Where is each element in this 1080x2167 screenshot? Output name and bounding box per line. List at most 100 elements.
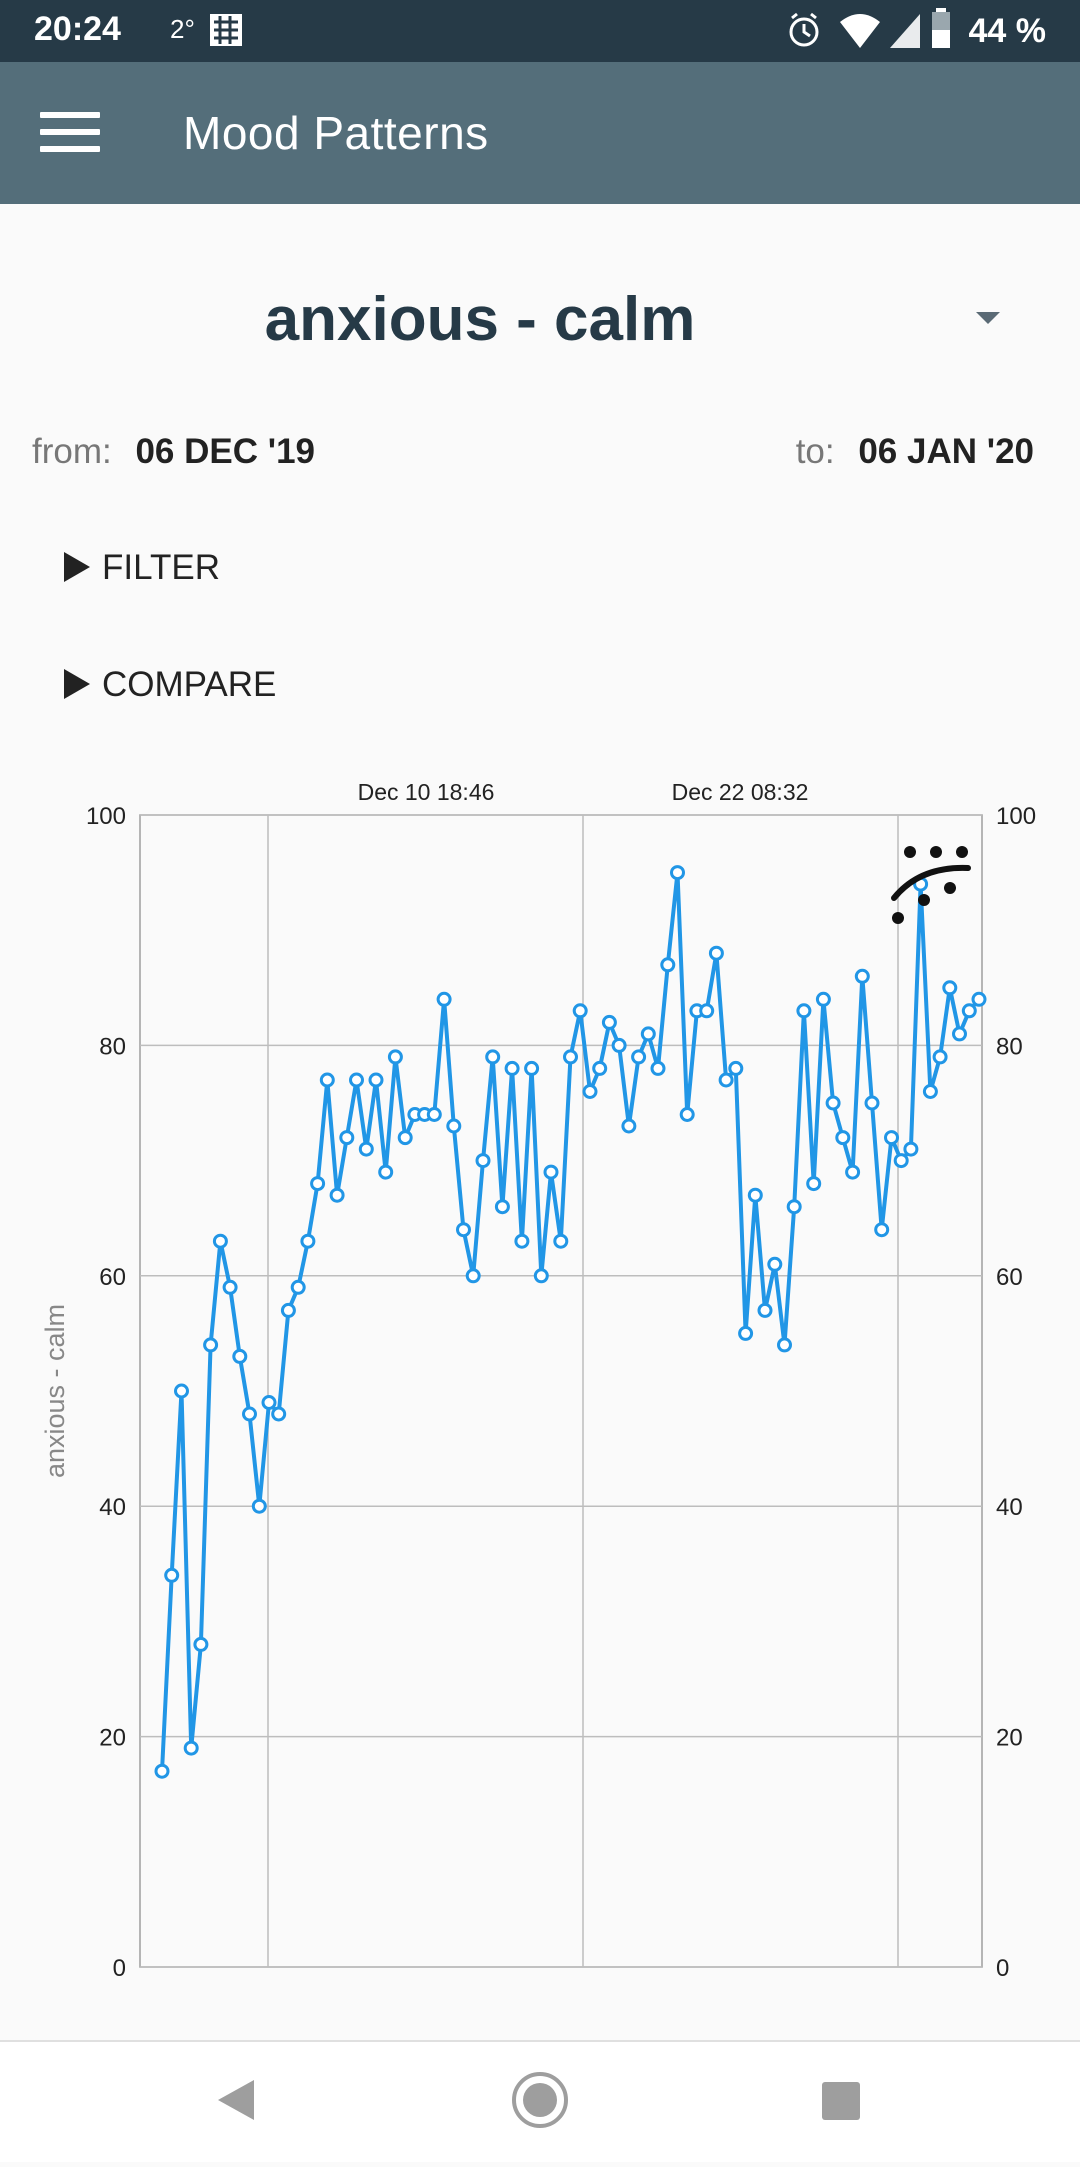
dropdown-caret-icon[interactable]: [976, 312, 1000, 324]
data-point[interactable]: [485, 1049, 501, 1065]
filter-toggle[interactable]: FILTER: [64, 548, 220, 588]
data-point[interactable]: [271, 1406, 287, 1422]
data-point[interactable]: [475, 1153, 491, 1169]
back-icon[interactable]: [218, 2080, 254, 2120]
data-point[interactable]: [164, 1567, 180, 1583]
y-tick-label-right: 0: [996, 1955, 1009, 1982]
data-point[interactable]: [679, 1107, 695, 1122]
data-point[interactable]: [203, 1337, 219, 1353]
data-point[interactable]: [212, 1233, 228, 1249]
data-point[interactable]: [310, 1176, 326, 1192]
data-point[interactable]: [446, 1118, 462, 1134]
data-point[interactable]: [553, 1233, 569, 1249]
data-point[interactable]: [893, 1153, 909, 1169]
date-from[interactable]: from: 06 DEC '19: [32, 432, 315, 472]
y-tick-label-right: 20: [996, 1725, 1023, 1752]
data-point[interactable]: [397, 1130, 413, 1146]
data-point[interactable]: [738, 1325, 754, 1341]
data-point[interactable]: [524, 1060, 540, 1076]
hamburger-menu-icon[interactable]: [40, 112, 100, 156]
data-point[interactable]: [563, 1049, 578, 1065]
data-point[interactable]: [796, 1003, 812, 1019]
data-point[interactable]: [699, 1003, 715, 1019]
data-point[interactable]: [601, 1014, 617, 1030]
data-point[interactable]: [222, 1279, 238, 1295]
home-icon[interactable]: [512, 2072, 568, 2128]
data-point[interactable]: [378, 1164, 394, 1180]
data-point[interactable]: [650, 1060, 666, 1076]
data-point[interactable]: [368, 1072, 384, 1088]
data-point[interactable]: [494, 1199, 510, 1215]
data-point[interactable]: [465, 1268, 481, 1284]
data-point[interactable]: [786, 1199, 802, 1215]
data-point[interactable]: [640, 1026, 656, 1042]
data-point[interactable]: [611, 1037, 627, 1053]
data-point[interactable]: [242, 1406, 257, 1422]
data-point[interactable]: [631, 1049, 647, 1065]
recents-icon[interactable]: [822, 2082, 860, 2120]
data-point[interactable]: [845, 1164, 861, 1180]
data-point[interactable]: [514, 1233, 530, 1249]
data-point[interactable]: [961, 1003, 977, 1019]
data-point[interactable]: [922, 1084, 938, 1099]
data-point[interactable]: [154, 1763, 170, 1779]
data-point[interactable]: [747, 1187, 763, 1203]
data-point[interactable]: [854, 968, 870, 984]
data-point[interactable]: [572, 1003, 588, 1019]
data-point[interactable]: [777, 1337, 792, 1353]
data-point[interactable]: [884, 1130, 899, 1146]
data-point[interactable]: [504, 1060, 520, 1076]
data-point[interactable]: [806, 1176, 822, 1192]
data-point[interactable]: [251, 1498, 267, 1514]
data-point[interactable]: [339, 1130, 355, 1146]
data-point[interactable]: [232, 1348, 248, 1364]
data-point[interactable]: [290, 1279, 306, 1295]
data-point[interactable]: [708, 945, 724, 961]
data-point[interactable]: [387, 1049, 403, 1065]
status-icons: [789, 8, 950, 48]
y-tick-label-left: 100: [86, 803, 126, 830]
data-point[interactable]: [718, 1072, 734, 1088]
data-point[interactable]: [952, 1026, 967, 1042]
data-point[interactable]: [543, 1164, 559, 1180]
mood-selector[interactable]: anxious - calm: [0, 284, 1080, 364]
data-point[interactable]: [670, 865, 685, 881]
data-point[interactable]: [903, 1141, 919, 1157]
data-point[interactable]: [874, 1222, 890, 1238]
data-point[interactable]: [767, 1256, 783, 1272]
data-point[interactable]: [329, 1187, 345, 1203]
data-point[interactable]: [261, 1395, 277, 1410]
data-point[interactable]: [349, 1072, 364, 1088]
data-point[interactable]: [660, 957, 676, 973]
data-point[interactable]: [835, 1130, 851, 1146]
data-point[interactable]: [280, 1302, 296, 1318]
data-point[interactable]: [300, 1233, 316, 1249]
data-point[interactable]: [426, 1107, 442, 1122]
data-point[interactable]: [942, 980, 958, 996]
data-point[interactable]: [183, 1740, 199, 1756]
data-point[interactable]: [825, 1095, 841, 1111]
compare-label: COMPARE: [102, 665, 277, 704]
date-from-value[interactable]: 06 DEC '19: [135, 432, 315, 471]
data-point[interactable]: [932, 1049, 948, 1065]
compare-toggle[interactable]: COMPARE: [64, 665, 276, 705]
data-point[interactable]: [193, 1636, 209, 1652]
date-to-value[interactable]: 06 JAN '20: [858, 432, 1034, 471]
plot-area: [139, 814, 983, 1968]
data-point[interactable]: [174, 1383, 189, 1399]
data-point[interactable]: [728, 1060, 744, 1076]
data-point[interactable]: [971, 991, 987, 1007]
data-point[interactable]: [319, 1072, 335, 1088]
data-point[interactable]: [864, 1095, 880, 1111]
date-to[interactable]: to: 06 JAN '20: [796, 432, 1034, 472]
data-point[interactable]: [358, 1141, 374, 1157]
data-point[interactable]: [436, 991, 452, 1007]
mood-line-chart[interactable]: 0 0 20 20 40 40 60 60 80 80 100 100 Dec 10 18:46 Dec …: [0, 560, 1080, 1996]
data-point[interactable]: [533, 1268, 549, 1284]
data-point[interactable]: [757, 1302, 773, 1318]
data-point[interactable]: [456, 1222, 471, 1238]
data-point[interactable]: [582, 1084, 598, 1099]
data-point[interactable]: [592, 1060, 608, 1076]
data-point[interactable]: [621, 1118, 637, 1134]
data-point[interactable]: [815, 991, 831, 1007]
